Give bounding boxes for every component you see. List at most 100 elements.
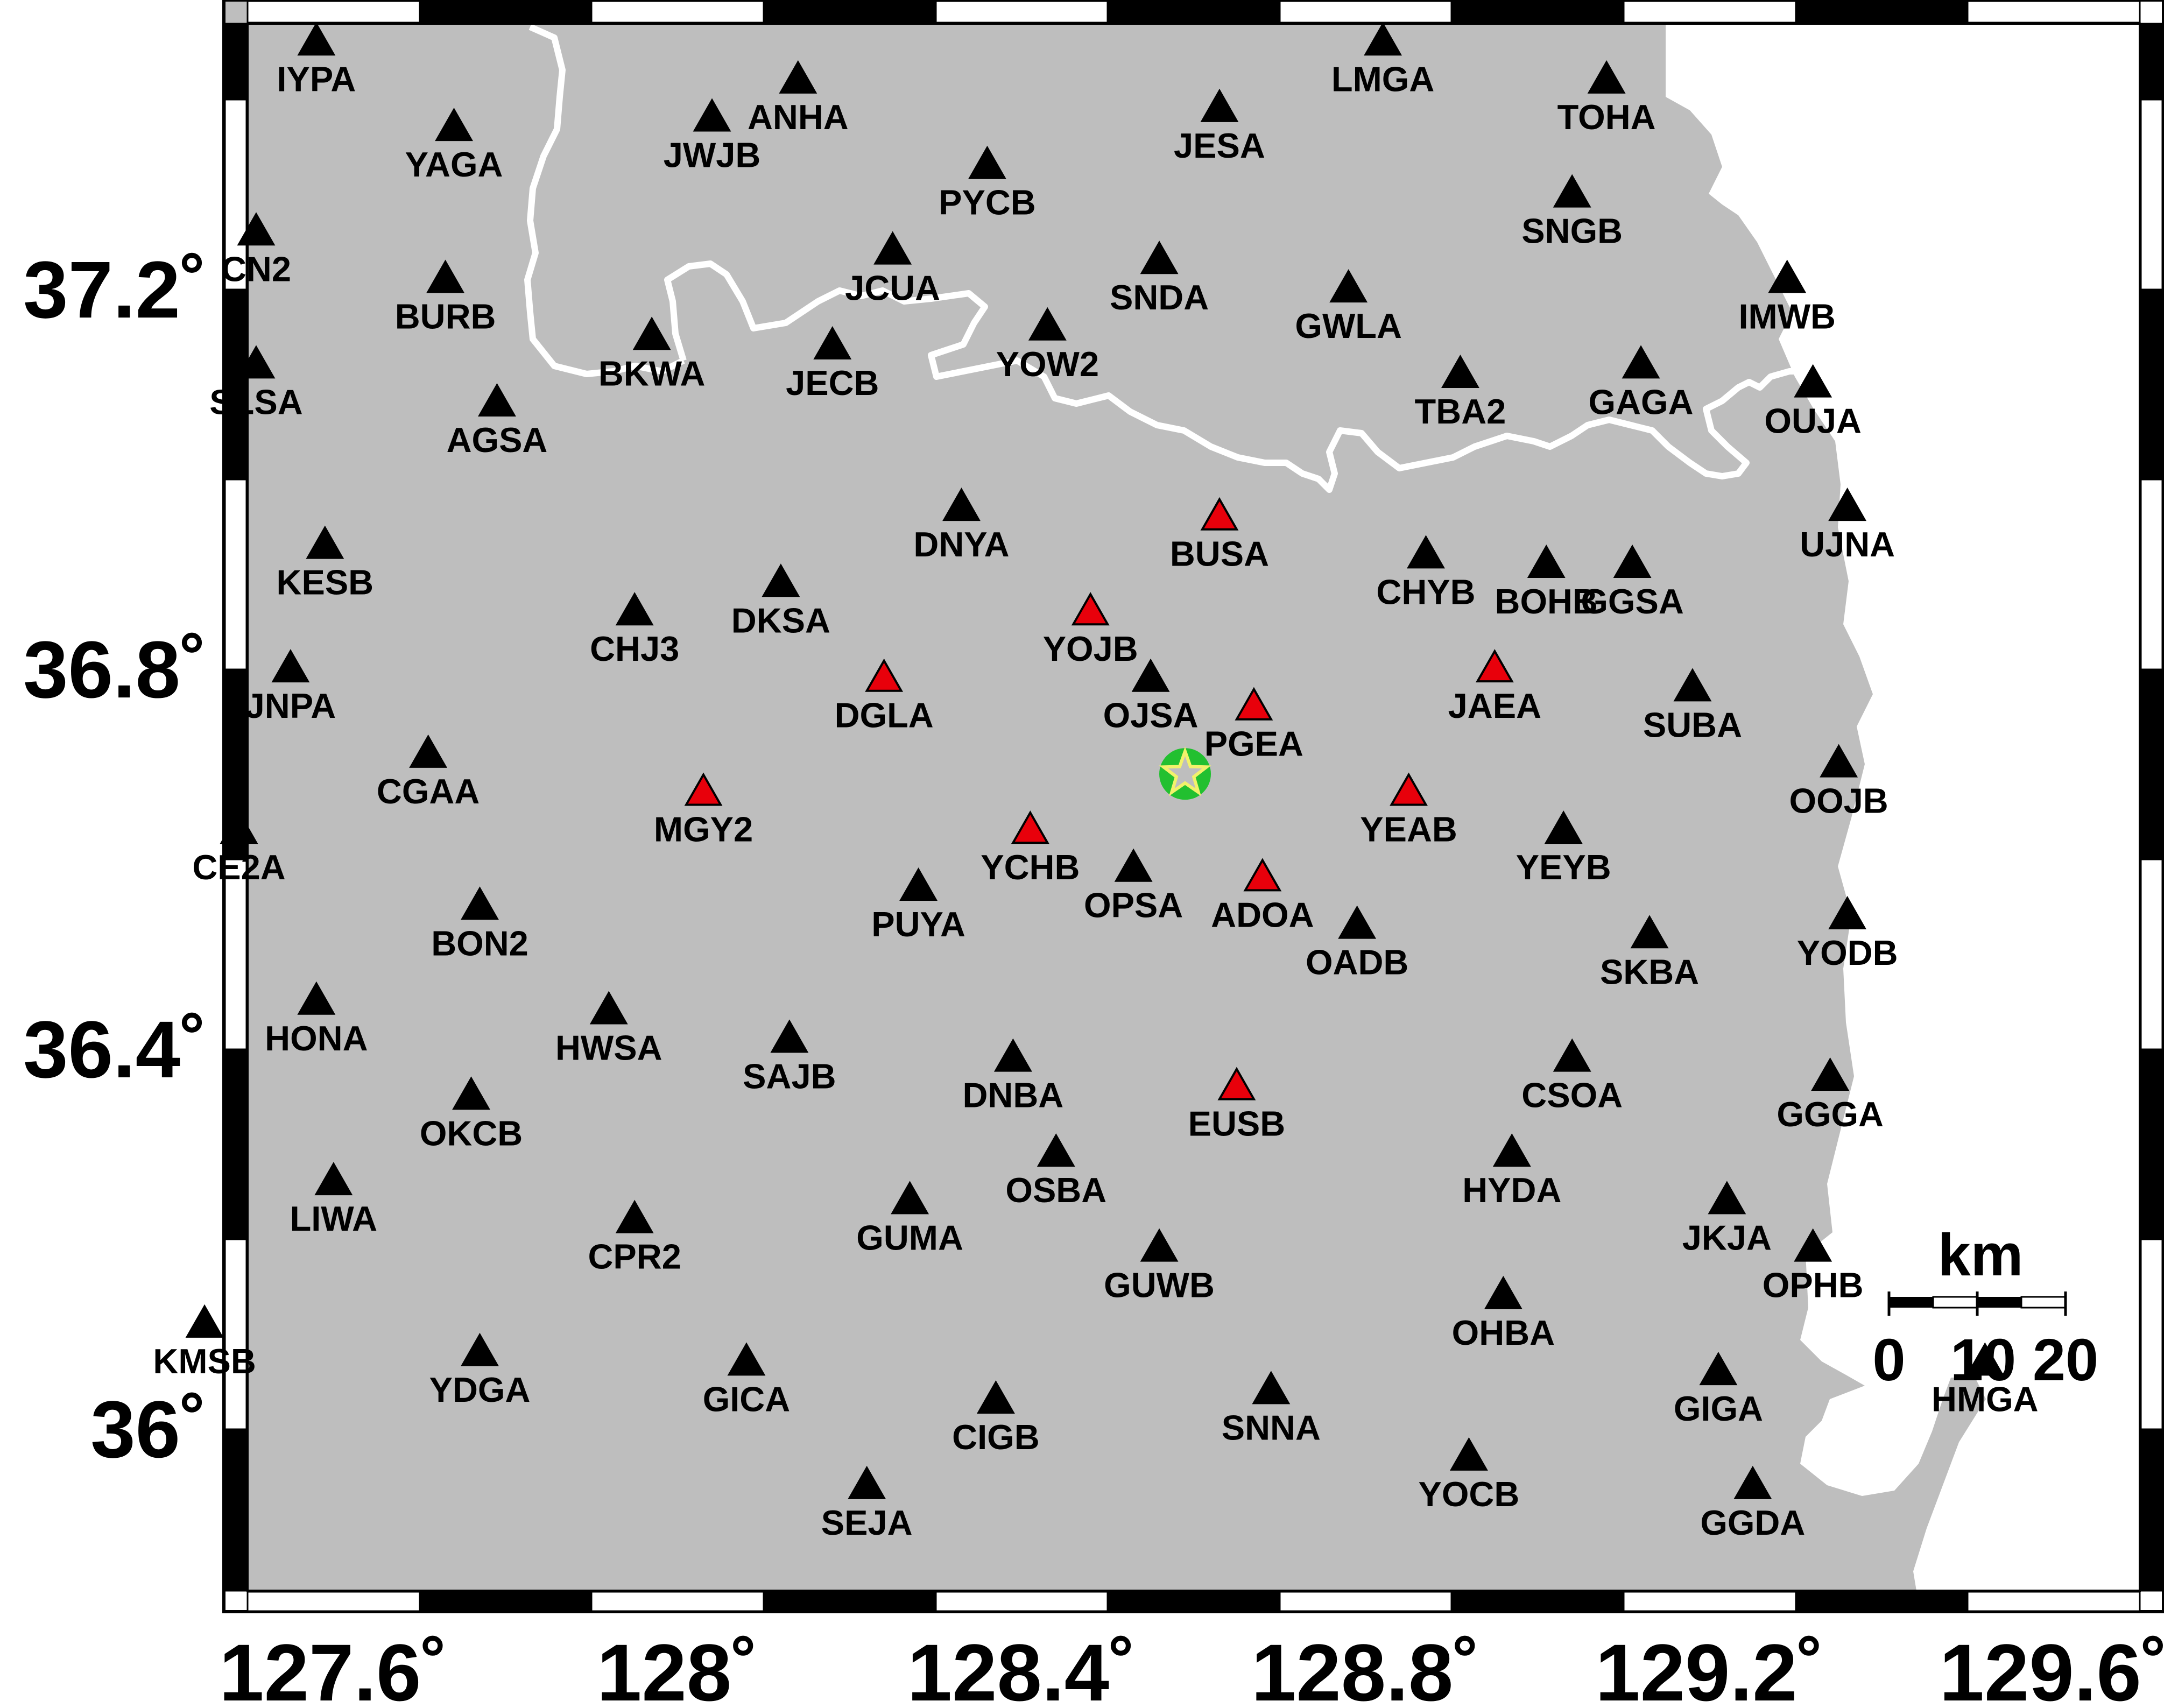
station-snda: SNDA bbox=[1110, 241, 1209, 317]
scale-bar-unit: km bbox=[1938, 1222, 2024, 1288]
station-label: AGSA bbox=[447, 420, 548, 460]
station-label: JNPA bbox=[245, 686, 336, 725]
triangle-icon bbox=[684, 772, 723, 806]
triangle-icon bbox=[1028, 307, 1067, 341]
triangle-icon bbox=[891, 1181, 929, 1215]
frame-segment-left bbox=[224, 858, 248, 1050]
triangle-icon bbox=[1475, 649, 1514, 683]
frame-segment-bottom bbox=[1279, 1591, 1453, 1612]
scale-label-0: 0 bbox=[1872, 1327, 1905, 1393]
frame-segment-bottom bbox=[763, 1591, 937, 1612]
station-label: BON2 bbox=[431, 923, 528, 963]
station-dgla: DGLA bbox=[835, 658, 934, 735]
station-label: OADB bbox=[1306, 943, 1408, 982]
triangle-icon bbox=[1037, 1133, 1075, 1167]
station-ychb: YCHB bbox=[981, 810, 1080, 887]
station-label: HWSA bbox=[555, 1028, 662, 1067]
station-hmga: HMGA bbox=[1932, 1342, 2039, 1418]
station-guwb: GUWB bbox=[1104, 1228, 1215, 1305]
station-dnya: DNYA bbox=[913, 488, 1010, 564]
triangle-icon bbox=[1071, 592, 1110, 626]
station-label: YCHB bbox=[981, 848, 1080, 887]
triangle-icon bbox=[185, 1304, 224, 1338]
station-label: CN2 bbox=[221, 249, 291, 288]
station-label: SNDA bbox=[1110, 278, 1209, 317]
map-frame-inner bbox=[246, 23, 2141, 1592]
triangle-icon bbox=[1200, 497, 1239, 531]
frame-segment-bottom bbox=[1106, 1591, 1281, 1612]
triangle-icon bbox=[1699, 1352, 1738, 1386]
triangle-icon bbox=[762, 563, 800, 597]
triangle-icon bbox=[297, 22, 336, 56]
x-tick-label: 128˚ bbox=[597, 1627, 758, 1708]
station-label: GUWB bbox=[1104, 1266, 1215, 1305]
station-bkwa: BKWA bbox=[598, 316, 705, 393]
y-tick-label: 36.8˚ bbox=[23, 624, 207, 715]
station-label: IMWB bbox=[1738, 297, 1836, 336]
station-label: OPHB bbox=[1763, 1266, 1864, 1305]
station-label: SLSA bbox=[209, 382, 302, 421]
station-sajb: SAJB bbox=[743, 1019, 836, 1096]
station-iypa: IYPA bbox=[277, 22, 356, 98]
boundary-line-west bbox=[524, 24, 685, 377]
station-label: DNYA bbox=[913, 525, 1009, 564]
station-label: JCUA bbox=[845, 269, 940, 308]
triangle-icon bbox=[435, 108, 474, 142]
triangle-icon bbox=[589, 991, 628, 1025]
station-label: GIGA bbox=[1674, 1389, 1763, 1428]
station-label: PYCB bbox=[939, 183, 1036, 222]
frame-segment-bottom bbox=[1966, 1591, 2141, 1612]
station-label: BUSA bbox=[1170, 534, 1269, 574]
station-label: JAEA bbox=[1448, 686, 1541, 725]
triangle-icon bbox=[1235, 687, 1273, 721]
station-cigb: CIGB bbox=[952, 1380, 1040, 1457]
epicenter-marker bbox=[1159, 746, 1211, 800]
frame-segment-right bbox=[2140, 1238, 2163, 1430]
triangle-icon bbox=[220, 810, 258, 844]
station-liwa: LIWA bbox=[290, 1162, 377, 1238]
station-kmsb: KMSB bbox=[153, 1304, 256, 1381]
station-label: SEJA bbox=[821, 1503, 913, 1542]
station-pycb: PYCB bbox=[939, 145, 1036, 222]
triangle-icon bbox=[615, 592, 654, 626]
station-label: BURB bbox=[395, 297, 496, 336]
station-burb: BURB bbox=[395, 259, 496, 336]
station-giga: GIGA bbox=[1674, 1352, 1763, 1428]
scale-segment-1 bbox=[1889, 1297, 1933, 1308]
frame-segment-top bbox=[1279, 0, 1453, 24]
station-busa: BUSA bbox=[1170, 497, 1269, 574]
station-pgea: PGEA bbox=[1204, 687, 1303, 764]
station-label: SNGB bbox=[1521, 211, 1623, 251]
x-tick-label: 128.4˚ bbox=[907, 1627, 1136, 1708]
station-cpr2: CPR2 bbox=[588, 1199, 681, 1276]
triangle-icon bbox=[873, 231, 912, 265]
frame-segment-top bbox=[763, 0, 937, 24]
station-imwb: IMWB bbox=[1738, 259, 1836, 336]
triangle-icon bbox=[1441, 354, 1479, 388]
frame-segment-top bbox=[590, 0, 765, 24]
triangle-icon bbox=[1553, 1038, 1591, 1072]
station-ojsa: OJSA bbox=[1103, 658, 1199, 735]
station-mgy2: MGY2 bbox=[654, 772, 753, 849]
station-ce2a: CE2A bbox=[192, 810, 286, 887]
triangle-icon bbox=[1114, 848, 1153, 882]
station-label: ANHA bbox=[748, 97, 849, 137]
frame-segment-bottom bbox=[590, 1591, 765, 1612]
triangle-icon bbox=[306, 525, 344, 559]
station-label: JECB bbox=[786, 363, 879, 403]
triangle-icon bbox=[1630, 915, 1669, 949]
scale-segment-2 bbox=[1932, 1296, 1978, 1309]
station-agsa: AGSA bbox=[447, 383, 548, 460]
triangle-icon bbox=[615, 1199, 654, 1233]
station-adoa: ADOA bbox=[1211, 858, 1314, 934]
station-osba: OSBA bbox=[1005, 1133, 1106, 1210]
station-label: CE2A bbox=[192, 848, 285, 887]
station-label: ADOA bbox=[1211, 895, 1314, 934]
triangle-icon bbox=[1544, 810, 1583, 844]
triangle-icon bbox=[848, 1465, 886, 1499]
scale-label-20: 20 bbox=[2033, 1327, 2098, 1393]
station-label: CIGB bbox=[952, 1417, 1040, 1457]
triangle-icon bbox=[461, 886, 499, 920]
station-label: YEAB bbox=[1360, 810, 1457, 849]
triangle-icon bbox=[1828, 895, 1867, 929]
